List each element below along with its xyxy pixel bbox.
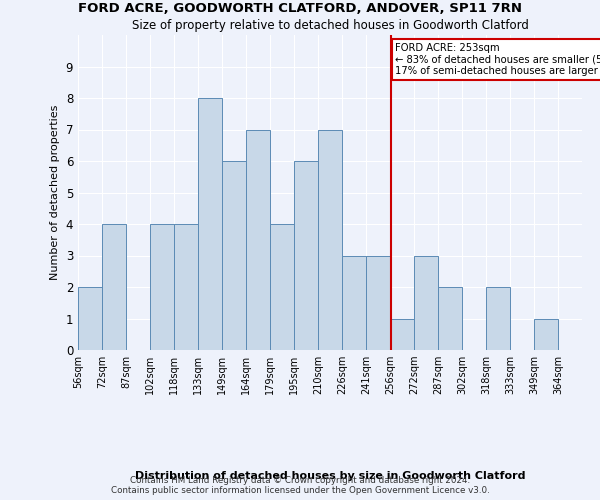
Y-axis label: Number of detached properties: Number of detached properties [50,105,60,280]
Title: Size of property relative to detached houses in Goodworth Clatford: Size of property relative to detached ho… [131,20,529,32]
Bar [222,161,246,350]
Bar [174,224,198,350]
Text: Contains HM Land Registry data © Crown copyright and database right 2024.
Contai: Contains HM Land Registry data © Crown c… [110,476,490,495]
Bar [198,98,222,350]
Bar [534,318,558,350]
Text: FORD ACRE: 253sqm
← 83% of detached houses are smaller (55)
17% of semi-detached: FORD ACRE: 253sqm ← 83% of detached hous… [395,43,600,76]
Bar [78,287,102,350]
Bar [342,256,366,350]
Bar [246,130,270,350]
Bar [438,287,462,350]
Bar [294,161,318,350]
Bar [102,224,126,350]
Bar [150,224,174,350]
Bar [390,318,414,350]
X-axis label: Distribution of detached houses by size in Goodworth Clatford: Distribution of detached houses by size … [135,471,525,481]
Bar [486,287,510,350]
Bar [414,256,438,350]
Bar [366,256,390,350]
Text: FORD ACRE, GOODWORTH CLATFORD, ANDOVER, SP11 7RN: FORD ACRE, GOODWORTH CLATFORD, ANDOVER, … [78,2,522,16]
Bar [318,130,342,350]
Bar [270,224,294,350]
